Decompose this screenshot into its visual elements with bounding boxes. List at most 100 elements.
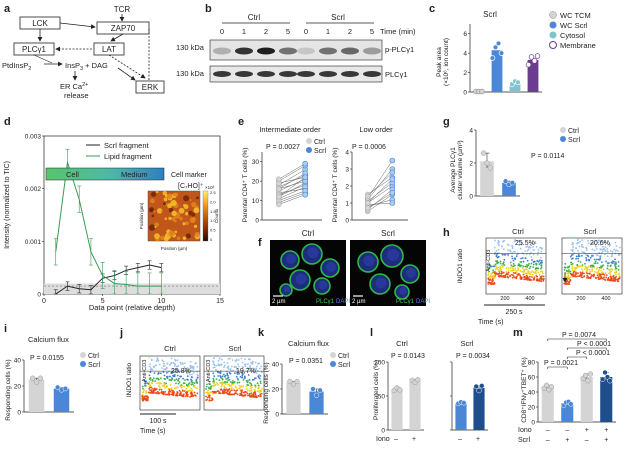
- flow-event: [207, 396, 209, 399]
- data-point: [548, 384, 555, 390]
- flow-event: [587, 239, 589, 242]
- flow-event: [153, 388, 156, 391]
- flow-event: [525, 268, 527, 271]
- flow-event: [251, 394, 254, 397]
- flow-event: [600, 266, 603, 269]
- heat-speckle: [183, 203, 186, 207]
- flow-event: [250, 384, 253, 387]
- flow-event: [533, 271, 535, 274]
- pair-line: [278, 163, 306, 180]
- flow-event: [570, 236, 572, 239]
- data-point: [607, 378, 613, 384]
- flow-event: [501, 266, 504, 268]
- panel-letter-e: e: [238, 116, 244, 128]
- blot-band: [235, 71, 253, 77]
- flow-event: [249, 366, 252, 368]
- flow-event: [507, 266, 510, 269]
- flow-event: [596, 262, 599, 265]
- heat-speckle: [153, 210, 156, 213]
- y-tick-label: 4: [345, 150, 349, 157]
- flow-event: [511, 255, 513, 258]
- flow-event: [153, 372, 156, 375]
- flow-event: [602, 271, 604, 274]
- chart-l-left-title: Ctrl: [396, 339, 408, 348]
- flow-event: [218, 357, 221, 360]
- flow-event: [223, 364, 226, 367]
- flow-event: [152, 377, 155, 380]
- flow-event: [514, 238, 517, 241]
- flow-event: [583, 268, 586, 271]
- flow-event: [569, 272, 572, 275]
- chart-i-p: P = 0.0155: [30, 355, 64, 362]
- flow-event: [152, 388, 154, 390]
- flow-event: [599, 257, 602, 260]
- flow-event: [212, 390, 215, 393]
- flow-event: [212, 380, 215, 383]
- flow-j-anticd3-ctrl: Anti-CD3: [142, 360, 148, 382]
- flow-event: [563, 266, 566, 269]
- flow-event: [494, 268, 497, 271]
- flow-event: [227, 388, 230, 391]
- flow-event: [224, 374, 227, 377]
- flow-event: [565, 280, 568, 283]
- flow-event: [572, 274, 575, 277]
- flow-event: [162, 391, 165, 393]
- flow-event: [212, 363, 215, 366]
- flow-event: [231, 359, 234, 361]
- flow-event: [208, 399, 211, 402]
- flow-event: [500, 274, 503, 277]
- bar: [286, 382, 301, 414]
- flow-event: [189, 360, 192, 363]
- data-point: [37, 375, 44, 381]
- flow-event: [541, 275, 543, 278]
- chart-m-p-mid2: P < 0.0001: [577, 341, 611, 348]
- flow-event: [220, 363, 223, 366]
- chart-l-right-p: P = 0.0034: [456, 353, 490, 360]
- flow-event: [494, 263, 497, 266]
- flow-event: [595, 268, 598, 270]
- pair-line: [367, 185, 393, 204]
- flow-event: [505, 267, 508, 270]
- legend-d-label-1: Scrl fragment: [104, 141, 150, 150]
- flow-event: [168, 389, 171, 391]
- flow-event: [143, 380, 146, 382]
- flow-event: [540, 248, 543, 250]
- flow-event: [579, 261, 582, 263]
- flow-event: [221, 358, 223, 361]
- flow-event: [246, 367, 249, 370]
- data-point: [29, 375, 36, 381]
- flow-event: [600, 240, 603, 243]
- flow-event: [540, 280, 543, 283]
- flow-event: [492, 265, 494, 268]
- nucleus: [386, 248, 400, 262]
- data-point-ctrl: [276, 186, 282, 192]
- flow-event: [240, 357, 243, 360]
- flow-event: [580, 245, 583, 248]
- y-tick-label: 80: [528, 360, 536, 367]
- flow-event: [535, 267, 538, 270]
- flow-event: [218, 364, 220, 367]
- flow-event: [595, 247, 598, 250]
- blot-band-label-1: p-PLCγ1: [385, 45, 414, 54]
- flow-event: [222, 373, 225, 376]
- flow-event: [257, 387, 260, 389]
- flow-event: [571, 241, 574, 244]
- heat-speckle: [183, 195, 190, 202]
- flow-event: [584, 262, 586, 265]
- flow-event: [180, 386, 183, 389]
- legend-g-scrl: Scrl: [568, 137, 581, 144]
- tof-inset-xlabel: Position (µm): [161, 246, 188, 251]
- data-point: [317, 387, 323, 393]
- flow-event: [614, 268, 617, 271]
- flow-j-scrl: [203, 354, 265, 411]
- flow-event: [185, 390, 188, 393]
- legend-c-swatch-2: [549, 21, 557, 29]
- chart-m-iono-label: Iono: [518, 427, 532, 434]
- flow-event: [522, 268, 525, 271]
- heat-speckle: [154, 222, 159, 227]
- flow-event: [615, 271, 618, 274]
- panel-letter-i: i: [4, 323, 7, 335]
- flow-event: [492, 275, 495, 278]
- flow-event: [196, 370, 199, 373]
